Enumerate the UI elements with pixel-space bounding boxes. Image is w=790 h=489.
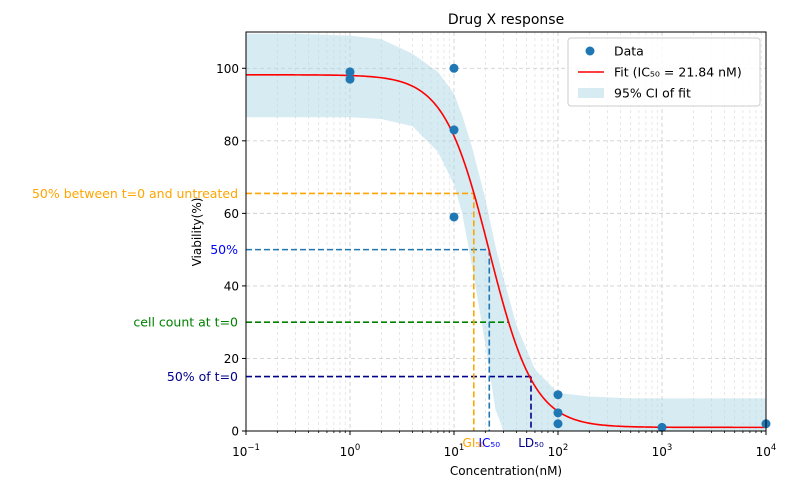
legend-marker-data — [585, 46, 595, 56]
y-axis-label: Viability(%) — [190, 198, 204, 267]
legend-label: Fit (IC₅₀ = 21.84 nM) — [614, 65, 742, 80]
reference-line-label: 50% — [210, 242, 238, 257]
x-tick-label: 104 — [756, 443, 777, 459]
reference-line-label: 50% of t=0 — [167, 369, 238, 384]
x-tick-label: 103 — [652, 443, 673, 459]
data-point — [449, 125, 459, 135]
legend-label: 95% CI of fit — [614, 86, 691, 101]
reference-line-label: cell count at t=0 — [133, 315, 238, 330]
y-tick-label: 80 — [224, 134, 239, 148]
y-tick-label: 60 — [224, 207, 239, 221]
x-tick-label: 102 — [548, 443, 569, 459]
data-point — [657, 422, 667, 432]
fit-curve — [246, 74, 766, 429]
data-point — [449, 63, 459, 73]
data-point — [553, 390, 563, 400]
x-tick-label: 100 — [340, 443, 361, 459]
legend-patch-ci — [578, 88, 604, 98]
x-tick-label: 101 — [444, 443, 465, 459]
x-marker-label: LD₅₀ — [518, 436, 544, 450]
legend: Data Fit (IC₅₀ = 21.84 nM) 95% CI of fit — [567, 37, 761, 107]
y-tick-label: 40 — [224, 279, 239, 293]
x-marker-label: IC₅₀ — [479, 436, 501, 450]
data-point — [553, 419, 563, 429]
ci-band-area — [246, 33, 766, 432]
chart-title: Drug X response — [448, 12, 564, 28]
y-tick-label: 0 — [231, 425, 239, 439]
fit-layer — [246, 74, 766, 429]
y-tick-label: 100 — [216, 62, 239, 76]
data-point — [345, 67, 355, 77]
data-point — [345, 74, 355, 84]
x-tick-label: 10−1 — [232, 443, 260, 459]
plot-frame — [245, 31, 767, 432]
ci-band-layer — [246, 33, 766, 432]
data-points-layer — [345, 63, 771, 432]
ticks-layer: 10−1 100 101 102 103 104 0 20 40 60 80 100 — [216, 62, 776, 459]
data-point — [553, 408, 563, 418]
reference-line-label: 50% between t=0 and untreated — [32, 186, 238, 201]
y-tick-label: 20 — [224, 352, 239, 366]
x-marker-label: GI₅₀ — [463, 436, 486, 450]
labels-layer: Drug X response Concentration(nM) Viabil… — [32, 12, 564, 478]
reference-lines-layer — [246, 192, 532, 431]
x-axis-label: Concentration(nM) — [450, 464, 562, 478]
data-point — [449, 212, 459, 222]
legend-box — [567, 37, 761, 107]
legend-label: Data — [614, 44, 644, 59]
